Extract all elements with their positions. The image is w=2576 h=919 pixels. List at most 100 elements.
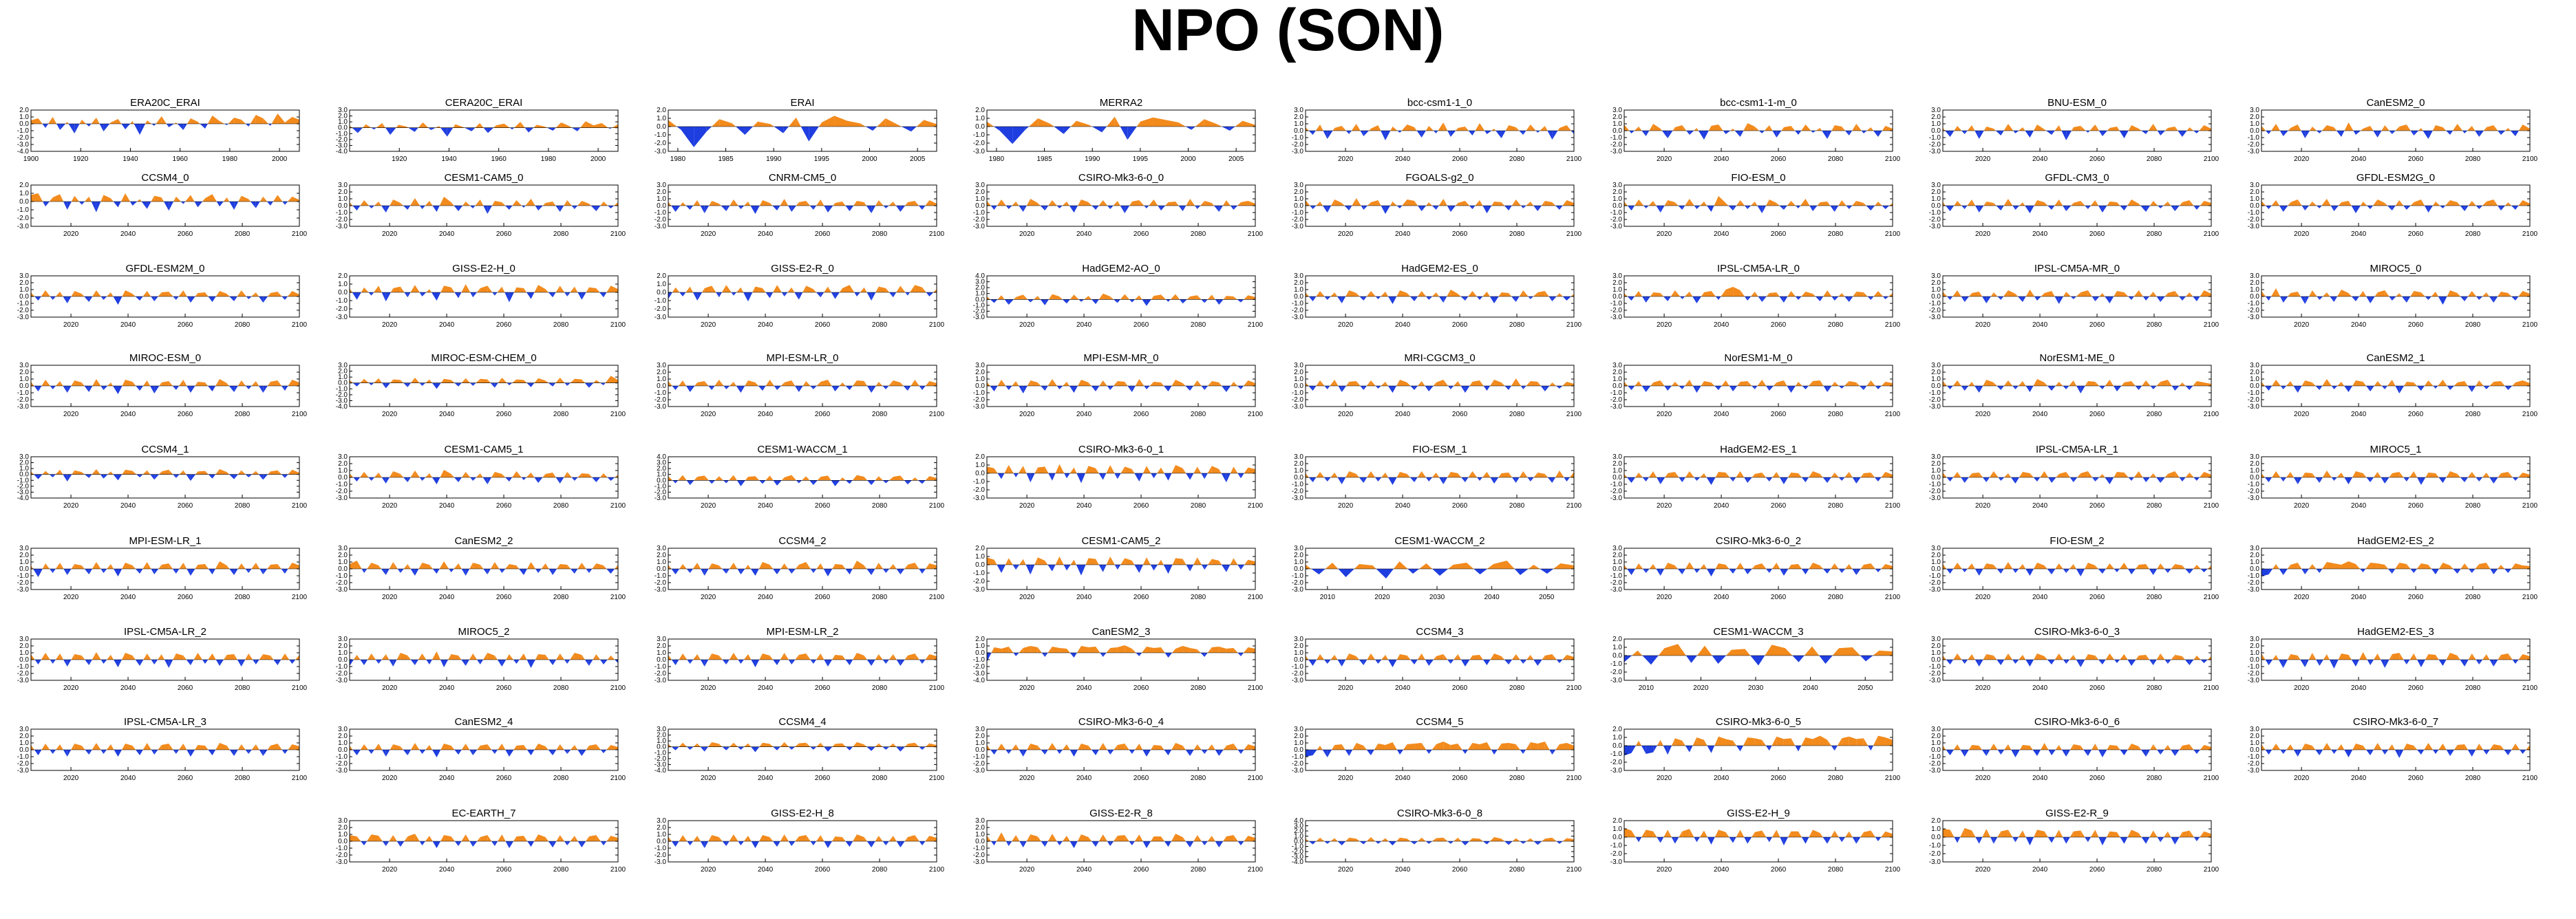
x-tick-label: 2100 bbox=[1566, 502, 1582, 510]
series-segment bbox=[473, 477, 476, 481]
series-segment bbox=[226, 383, 229, 386]
x-tick-label: 2020 bbox=[1019, 594, 1035, 601]
series-segment bbox=[1023, 206, 1027, 212]
series-segment bbox=[571, 569, 575, 574]
series-segment bbox=[1222, 565, 1226, 572]
series-segment bbox=[1098, 293, 1103, 300]
series-segment bbox=[1519, 131, 1524, 135]
series-segment bbox=[2352, 471, 2356, 477]
series-segment bbox=[1783, 477, 1789, 484]
series-segment bbox=[1081, 299, 1085, 302]
series-segment bbox=[1734, 131, 1741, 137]
series-segment bbox=[592, 477, 597, 482]
series-segment bbox=[582, 473, 589, 477]
series-segment bbox=[2199, 472, 2204, 477]
series-segment bbox=[2498, 473, 2501, 477]
series-segment bbox=[564, 292, 568, 296]
series-segment bbox=[1707, 206, 1712, 212]
series-segment bbox=[577, 563, 582, 569]
series-segment bbox=[281, 296, 285, 300]
series-segment bbox=[2471, 569, 2476, 573]
series-segment bbox=[368, 292, 372, 296]
series-segment bbox=[1448, 565, 1454, 569]
series-segment bbox=[423, 122, 429, 128]
series-segment bbox=[1027, 380, 1031, 386]
series-segment bbox=[1062, 202, 1067, 206]
series-segment bbox=[612, 124, 618, 128]
y-tick-label: 1.0 bbox=[1931, 120, 1941, 128]
series-segment bbox=[255, 381, 259, 386]
series-segment bbox=[610, 285, 618, 292]
series-segment bbox=[483, 569, 488, 574]
y-tick-label: 1.0 bbox=[1294, 195, 1303, 203]
series-segment bbox=[2486, 386, 2490, 389]
series-segment bbox=[1996, 206, 2001, 210]
series-segment bbox=[1025, 127, 1030, 130]
y-tick-label: -3.0 bbox=[1292, 148, 1304, 155]
series-segment bbox=[2522, 291, 2530, 296]
series-segment bbox=[1235, 120, 1243, 127]
series-segment bbox=[813, 206, 817, 210]
series-segment bbox=[2022, 381, 2026, 386]
series-segment bbox=[1744, 296, 1748, 301]
series-segment bbox=[295, 655, 299, 660]
series-segment bbox=[1559, 293, 1563, 296]
y-tick-label: -3.0 bbox=[654, 403, 667, 411]
x-tick-label: 2020 bbox=[63, 411, 79, 418]
y-tick-label: 1.0 bbox=[338, 118, 348, 126]
x-tick-label: 2060 bbox=[2089, 411, 2105, 418]
series-segment bbox=[180, 202, 184, 204]
series-segment bbox=[1624, 565, 1628, 569]
series-segment bbox=[251, 292, 256, 296]
panel-title: FIO-ESM_1 bbox=[1412, 444, 1467, 455]
series-segment bbox=[2030, 131, 2034, 138]
series-segment bbox=[741, 480, 745, 486]
series-segment bbox=[1986, 380, 1994, 386]
series-segment bbox=[1764, 125, 1769, 131]
series-segment bbox=[796, 117, 801, 127]
series-segment bbox=[229, 202, 235, 210]
series-segment bbox=[2465, 206, 2469, 211]
series-segment bbox=[1986, 296, 1991, 303]
series-segment bbox=[1733, 569, 1736, 574]
series-segment bbox=[1653, 292, 1661, 296]
series-segment bbox=[1450, 386, 1454, 389]
series-segment bbox=[1967, 563, 1972, 569]
series-segment bbox=[1689, 471, 1694, 477]
x-tick-label: 2020 bbox=[63, 502, 79, 510]
series-segment bbox=[190, 296, 195, 303]
y-tick-label: 3.0 bbox=[1294, 107, 1303, 114]
series-segment bbox=[2182, 382, 2186, 386]
series-segment bbox=[2055, 563, 2059, 569]
series-segment bbox=[1447, 131, 1451, 137]
series-segment bbox=[1165, 202, 1169, 206]
panel-title: MIROC5_0 bbox=[2370, 263, 2421, 274]
series-segment bbox=[1791, 201, 1796, 206]
panel-title: ERA20C_ERAI bbox=[130, 97, 200, 109]
series-segment bbox=[1950, 131, 1955, 137]
series-segment bbox=[1092, 127, 1103, 133]
x-tick-label: 2040 bbox=[1076, 411, 1092, 418]
series-segment bbox=[356, 382, 361, 387]
x-tick-label: 2080 bbox=[1828, 230, 1844, 238]
x-tick-label: 2080 bbox=[2147, 502, 2162, 510]
series-segment bbox=[1781, 127, 1784, 131]
y-tick-label: 0.0 bbox=[1931, 474, 1941, 482]
series-segment bbox=[109, 122, 111, 124]
x-tick-label: 2020 bbox=[1975, 155, 1991, 163]
x-tick-label: 2040 bbox=[2351, 230, 2367, 238]
series-segment bbox=[1204, 565, 1209, 570]
series-segment bbox=[1787, 201, 1791, 206]
series-segment bbox=[1396, 206, 1401, 208]
series-segment bbox=[1211, 203, 1214, 206]
series-segment bbox=[1153, 294, 1161, 300]
y-tick-label: 2.0 bbox=[338, 272, 348, 280]
series-segment bbox=[745, 565, 748, 569]
series-segment bbox=[553, 292, 556, 298]
series-segment bbox=[107, 471, 111, 475]
y-tick-label: 2.0 bbox=[19, 279, 29, 287]
series-segment bbox=[1012, 381, 1016, 386]
series-segment bbox=[1769, 292, 1777, 296]
